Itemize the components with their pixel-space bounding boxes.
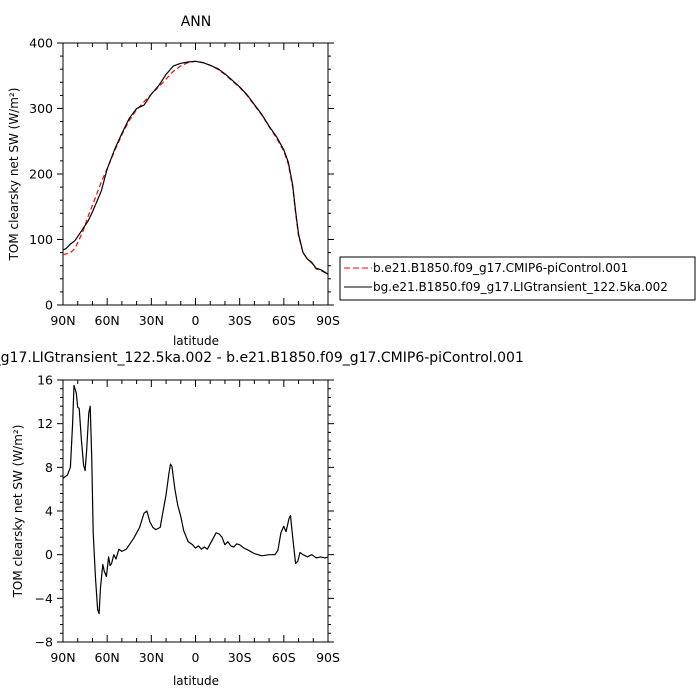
x-tick-label: 90S bbox=[316, 650, 340, 665]
bottom-plot-frame bbox=[62, 379, 329, 643]
y-tick-label: 0 bbox=[45, 547, 53, 562]
y-tick-label: −8 bbox=[35, 635, 53, 650]
y-tick-label: 8 bbox=[45, 460, 53, 475]
x-tick-label: 90S bbox=[316, 313, 340, 328]
x-tick-label: 0 bbox=[192, 313, 200, 328]
top-y-ticks: 0 100 200 300 400 bbox=[29, 36, 334, 313]
y-tick-label: 300 bbox=[29, 101, 53, 116]
top-series-group bbox=[62, 60, 329, 275]
bottom-y-axis-label: TOM clearsky net SW (W/m²) bbox=[11, 425, 25, 599]
x-tick-label: 60S bbox=[272, 313, 296, 328]
legend-label-control: b.e21.B1850.f09_g17.CMIP6-piControl.001 bbox=[373, 261, 628, 275]
series-line-1-2 bbox=[62, 60, 329, 275]
y-tick-label: 200 bbox=[29, 167, 53, 182]
y-tick-label: −4 bbox=[35, 591, 53, 606]
panel-top: ANN 90N 60N 30N 0 30S 60S 90S 0 100 200 300 400 la… bbox=[7, 14, 340, 348]
legend-label-transient: bg.e21.B1850.f09_g17.LIGtransient_122.5k… bbox=[373, 280, 668, 294]
y-tick-label: 100 bbox=[29, 232, 53, 247]
top-plot-frame bbox=[62, 42, 329, 306]
y-tick-label: 16 bbox=[37, 373, 53, 388]
y-tick-label: 0 bbox=[45, 298, 53, 313]
y-tick-label: 12 bbox=[37, 416, 53, 431]
bottom-y-ticks: −8 −4 0 4 8 12 16 bbox=[35, 373, 334, 650]
y-tick-label: 4 bbox=[45, 504, 53, 519]
x-tick-label: 30S bbox=[228, 313, 252, 328]
x-tick-label: 60N bbox=[95, 650, 120, 665]
x-tick-label: 90N bbox=[50, 650, 75, 665]
series-line-1-1 bbox=[62, 60, 329, 275]
x-tick-label: 90N bbox=[50, 313, 75, 328]
x-tick-label: 0 bbox=[192, 650, 200, 665]
panel-bottom: bg.e21.B1850.f09_g17.LIGtransient_122.5k… bbox=[0, 350, 524, 688]
series-line-2-1 bbox=[62, 384, 329, 615]
legend-box bbox=[339, 256, 696, 301]
x-tick-label: 30N bbox=[139, 650, 164, 665]
bottom-series-group bbox=[62, 384, 329, 615]
x-tick-label: 60S bbox=[272, 650, 296, 665]
top-x-ticks: 90N 60N 30N 0 30S 60S 90S bbox=[50, 43, 340, 328]
top-chart-title: ANN bbox=[181, 14, 212, 30]
x-tick-label: 30N bbox=[139, 313, 164, 328]
x-tick-label: 60N bbox=[95, 313, 120, 328]
legend: b.e21.B1850.f09_g17.CMIP6-piControl.001 … bbox=[339, 256, 696, 301]
y-tick-label: 400 bbox=[29, 36, 53, 51]
top-y-axis-label: TOM clearsky net SW (W/m²) bbox=[7, 88, 21, 262]
bottom-chart-title: bg.e21.B1850.f09_g17.LIGtransient_122.5k… bbox=[0, 350, 524, 366]
top-x-axis-label: latitude bbox=[173, 334, 219, 348]
bottom-x-ticks: 90N 60N 30N 0 30S 60S 90S bbox=[50, 380, 340, 665]
x-tick-label: 30S bbox=[228, 650, 252, 665]
bottom-x-axis-label: latitude bbox=[173, 674, 219, 688]
